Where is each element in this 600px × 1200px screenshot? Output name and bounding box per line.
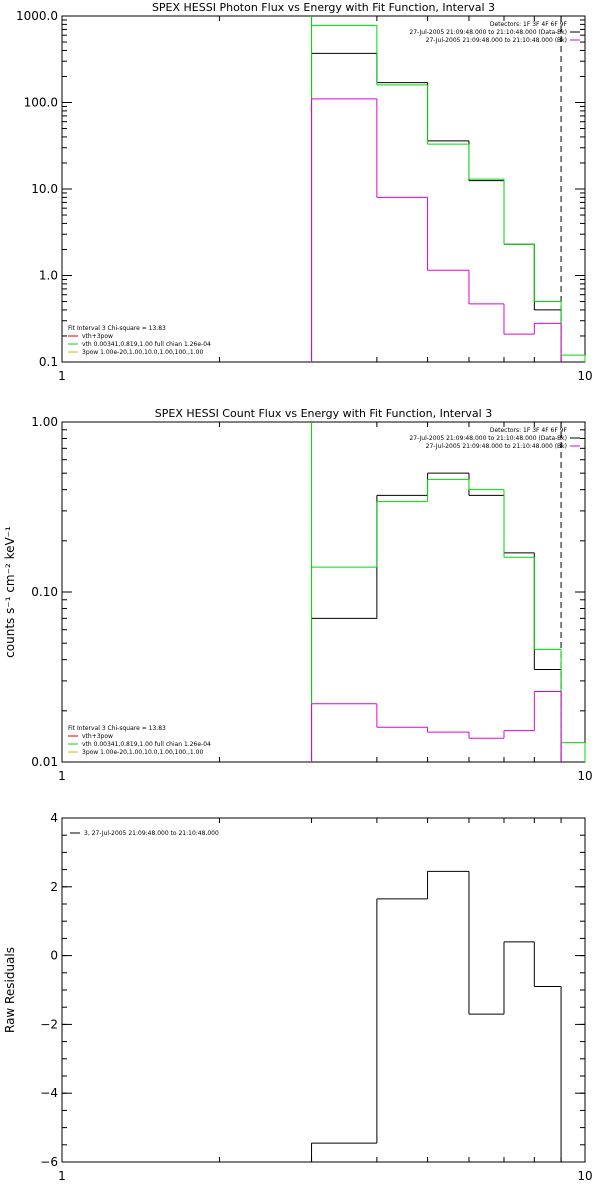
y-tick-label: 0.1 xyxy=(39,355,58,369)
x-tick-label: 1 xyxy=(58,369,66,383)
x-tick-label: 10 xyxy=(577,1169,592,1183)
legend-entry: 3pow 1.00e-20,1.00,10.0,1.00,100.,1.00 xyxy=(82,749,203,756)
y-tick-label: 1.0 xyxy=(39,269,58,283)
chart-title: SPEX HESSI Photon Flux vs Energy with Fi… xyxy=(152,1,495,14)
legend-entry: Detectors: 1F 3F 4F 6F 9F xyxy=(490,427,568,434)
legend-entry: vth 0.00341,0.819,1.00 full chian 1.26e-… xyxy=(82,341,211,348)
y-tick-label: 100.0 xyxy=(24,96,58,110)
x-tick-label: 10 xyxy=(577,369,592,383)
chart-panel-3: Raw Residuals 1 10 −6 −4 −2 0 2 4 3, 27-Jul-2005 … xyxy=(3,811,593,1183)
y-tick-label: 0 xyxy=(50,949,58,963)
y-axis-label: counts s⁻¹ cm⁻² keV⁻¹ xyxy=(3,526,17,658)
y-tick-label: 4 xyxy=(50,811,58,825)
legend-entry: Detectors: 1F 3F 4F 6F 9F xyxy=(490,21,568,28)
series-3 xyxy=(311,690,562,762)
legend-entry: 27-Jul-2005 21:09:48.000 to 21:10:48.000… xyxy=(426,443,567,450)
y-tick-label: −2 xyxy=(40,1017,58,1031)
legend-entry: Fit Interval 3 Chi-square = 13.83 xyxy=(68,325,166,332)
legend-entry: 3pow 1.00e-20,1.00,10.0,1.00,100.,1.00 xyxy=(82,349,203,356)
series-1 xyxy=(311,870,562,1162)
x-tick-label: 10 xyxy=(577,769,592,783)
legend-entry: 27-Jul-2005 21:09:48.000 to 21:10:48.000… xyxy=(426,37,567,44)
legend-entry: 27-Jul-2005 21:09:48.000 to 21:10:48.000… xyxy=(409,29,567,36)
legend-entry: vth+3pow xyxy=(82,333,113,340)
y-tick-label: −6 xyxy=(40,1155,58,1169)
y-tick-label: 1000.0 xyxy=(16,9,58,23)
y-tick-label: −4 xyxy=(40,1086,58,1100)
legend-entry: Fit Interval 3 Chi-square = 13.83 xyxy=(68,725,166,732)
y-tick-label: 2 xyxy=(50,880,58,894)
y-tick-label: 0.01 xyxy=(31,755,58,769)
y-tick-label: 1.00 xyxy=(31,415,58,429)
y-axis-label: Raw Residuals xyxy=(3,947,17,1033)
legend-entry: 3, 27-Jul-2005 21:09:48.000 to 21:10:48.… xyxy=(84,830,219,837)
x-tick-label: 1 xyxy=(58,1169,66,1183)
legend-entry: 27-Jul-2005 21:09:48.000 to 21:10:48.000… xyxy=(409,435,567,442)
y-tick-label: 10.0 xyxy=(31,182,58,196)
chart-panel-1: SPEX HESSI Photon Flux vs Energy with Fi… xyxy=(16,1,593,383)
chart-panel-2: SPEX HESSI Count Flux vs Energy with Fit… xyxy=(3,407,593,783)
legend-entry: vth+3pow xyxy=(82,733,113,740)
y-tick-label: 0.10 xyxy=(31,585,58,599)
series-3 xyxy=(311,98,562,362)
legend-entry: vth 0.00341,0.819,1.00 full chian 1.26e-… xyxy=(82,741,211,748)
x-tick-label: 1 xyxy=(58,769,66,783)
chart-title: SPEX HESSI Count Flux vs Energy with Fit… xyxy=(155,407,492,420)
